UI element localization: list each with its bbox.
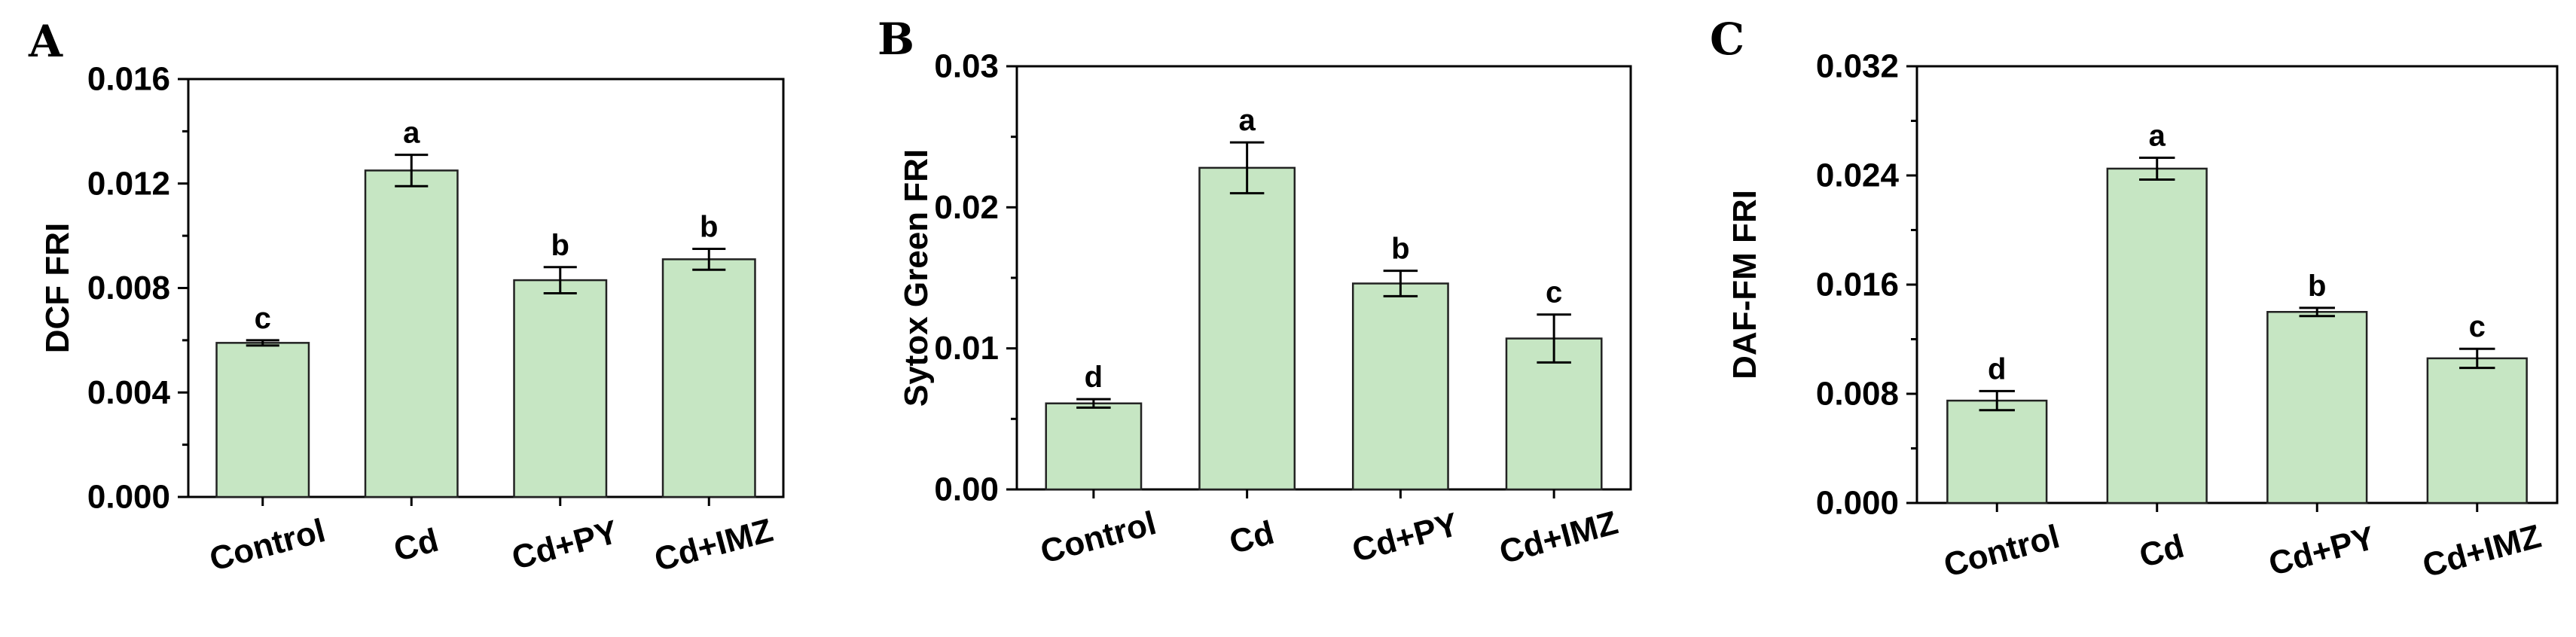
bar-cd <box>2106 167 2208 504</box>
y-tick-label: 0.01 <box>934 330 999 367</box>
y-tick-label: 0.03 <box>934 48 999 85</box>
x-tick-label: Cd+IMZ <box>651 512 777 579</box>
bar-cd-py <box>1351 282 1449 491</box>
significance-label: c <box>2469 310 2486 343</box>
significance-label: b <box>700 210 718 243</box>
x-tick-label: Control <box>1940 518 2064 584</box>
panel-letter: B <box>877 14 914 65</box>
chart-panel-b: B Sytox Green FRI 0.00 0.01 0.02 0.03 d Control… <box>877 14 1632 571</box>
y-tick-label: 0.008 <box>1816 376 1899 413</box>
x-tick-label: Cd+PY <box>508 514 622 577</box>
bar-cd-imz <box>661 258 756 498</box>
bar-cd <box>364 169 459 498</box>
y-tick-label: 0.012 <box>87 165 170 202</box>
chart-panel-c: C DAF-FM FRI 0.000 0.008 0.016 0.024 0.032 d Con… <box>1710 14 2559 585</box>
x-tick-label: Control <box>1036 504 1160 571</box>
significance-label: c <box>1546 276 1562 309</box>
y-axis-label: Sytox Green FRI <box>898 149 935 407</box>
chart-panel-a: A DCF FRI 0.000 0.004 0.008 0.012 0.016 c Contro… <box>28 16 785 579</box>
x-tick-label: Cd <box>1225 514 1277 562</box>
x-tick-label: Cd+PY <box>2265 520 2379 583</box>
x-tick-label: Cd+IMZ <box>2419 518 2544 585</box>
bar-cd-imz <box>2426 357 2528 504</box>
y-tick-label: 0.016 <box>87 61 170 98</box>
bar-control <box>1946 399 2048 504</box>
x-tick-label: Cd <box>2135 528 2187 575</box>
significance-label: b <box>1391 233 1409 266</box>
significance-label: a <box>1239 104 1256 137</box>
y-axis-label: DAF-FM FRI <box>1726 190 1763 379</box>
significance-label: d <box>1988 352 2006 386</box>
x-tick-label: Cd+PY <box>1348 506 1462 569</box>
bar-cd-py <box>513 279 608 498</box>
significance-label: a <box>403 117 420 150</box>
y-tick-label: 0.032 <box>1816 48 1899 85</box>
bar-control <box>215 342 310 498</box>
bar-cd-py <box>2266 311 2368 504</box>
y-tick-label: 0.024 <box>1816 157 1900 194</box>
y-axis-label: DCF FRI <box>39 223 76 354</box>
significance-label: d <box>1085 361 1103 394</box>
significance-label: a <box>2149 119 2166 152</box>
significance-label: b <box>2308 270 2326 303</box>
panel-letter: C <box>1710 14 1744 65</box>
y-tick-label: 0.004 <box>87 374 171 411</box>
x-tick-label: Cd <box>390 522 442 569</box>
significance-label: c <box>255 302 271 335</box>
y-tick-label: 0.02 <box>934 189 999 226</box>
significance-label: b <box>551 229 569 262</box>
y-tick-label: 0.016 <box>1816 267 1899 303</box>
panel-letter: A <box>28 16 63 67</box>
y-tick-label: 0.000 <box>1816 485 1899 522</box>
x-tick-label: Control <box>206 512 329 578</box>
y-tick-label: 0.00 <box>934 471 999 508</box>
bar-cd <box>1198 166 1296 491</box>
x-tick-label: Cd+IMZ <box>1496 504 1622 571</box>
y-tick-label: 0.000 <box>87 479 170 516</box>
bar-control <box>1045 402 1143 491</box>
y-tick-label: 0.008 <box>87 270 170 306</box>
